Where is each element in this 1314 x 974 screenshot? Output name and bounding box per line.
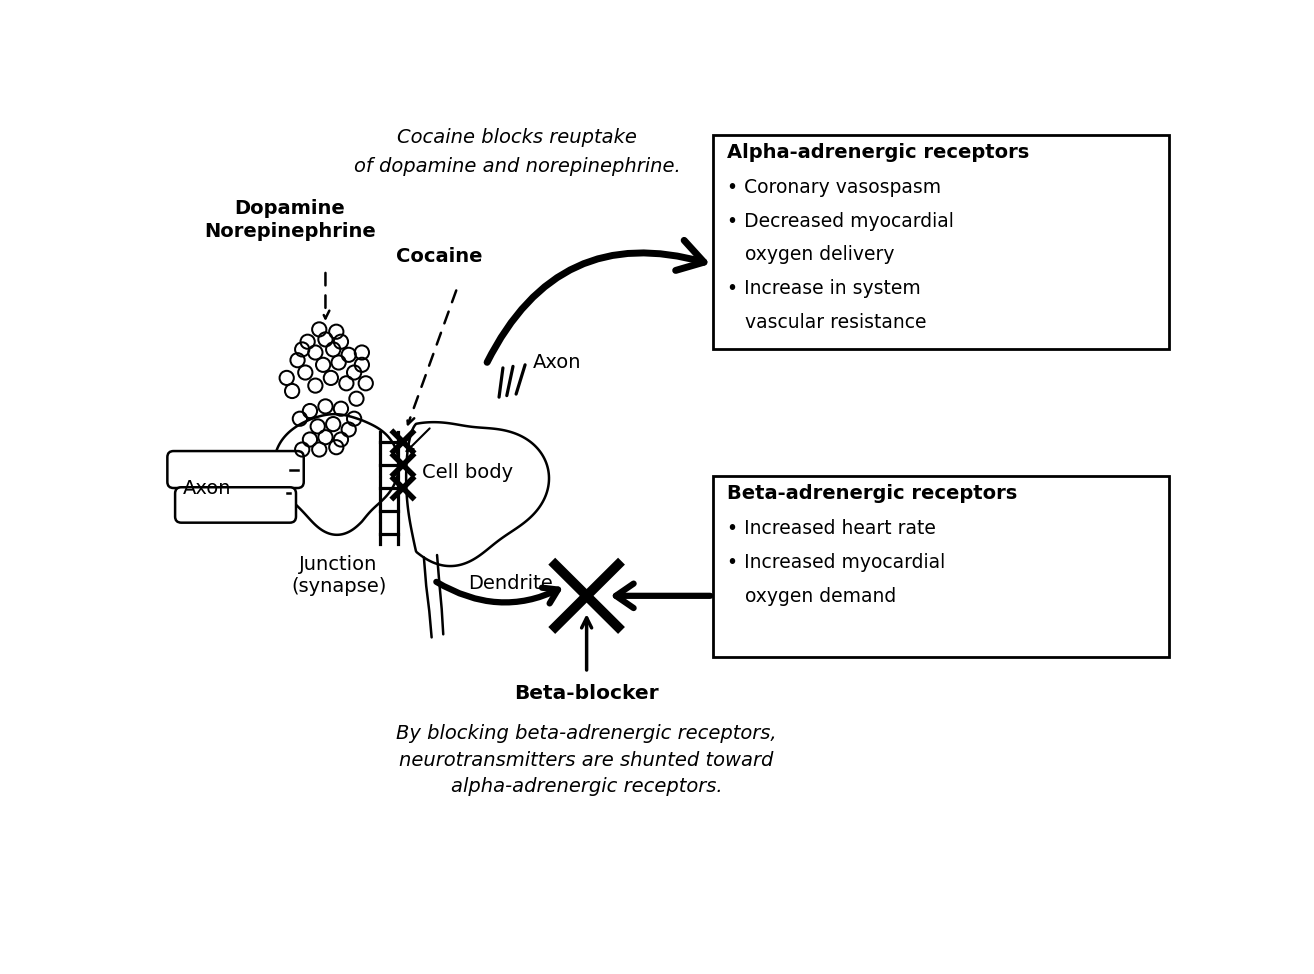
Text: Cocaine: Cocaine: [396, 247, 482, 266]
Text: oxygen delivery: oxygen delivery: [727, 245, 895, 265]
Text: • Coronary vasospasm: • Coronary vasospasm: [727, 177, 941, 197]
Text: By blocking beta-adrenergic receptors,
neurotransmitters are shunted toward
alph: By blocking beta-adrenergic receptors, n…: [397, 725, 777, 797]
Polygon shape: [275, 414, 398, 535]
Text: oxygen demand: oxygen demand: [727, 586, 896, 606]
Text: of dopamine and norepinephrine.: of dopamine and norepinephrine.: [353, 157, 681, 176]
Text: • Increased myocardial: • Increased myocardial: [727, 552, 945, 572]
Text: Cell body: Cell body: [423, 463, 514, 482]
FancyArrowPatch shape: [436, 581, 558, 604]
Text: Axon: Axon: [183, 478, 231, 498]
Text: • Decreased myocardial: • Decreased myocardial: [727, 211, 954, 231]
Text: Junction
(synapse): Junction (synapse): [290, 555, 386, 596]
FancyArrowPatch shape: [616, 583, 710, 608]
Text: Cocaine blocks reuptake: Cocaine blocks reuptake: [397, 128, 637, 147]
Text: • Increased heart rate: • Increased heart rate: [727, 519, 936, 538]
Text: Alpha-adrenergic receptors: Alpha-adrenergic receptors: [727, 143, 1029, 162]
FancyBboxPatch shape: [714, 135, 1168, 350]
FancyBboxPatch shape: [175, 487, 296, 523]
FancyArrowPatch shape: [487, 241, 704, 362]
FancyBboxPatch shape: [714, 476, 1168, 657]
Text: Axon: Axon: [532, 353, 581, 372]
Text: vascular resistance: vascular resistance: [727, 314, 926, 332]
Text: • Increase in system: • Increase in system: [727, 280, 921, 298]
Text: Dendrite: Dendrite: [468, 574, 553, 593]
Text: Beta-adrenergic receptors: Beta-adrenergic receptors: [727, 484, 1017, 504]
FancyBboxPatch shape: [167, 451, 304, 488]
Text: Dopamine
Norepinephrine: Dopamine Norepinephrine: [204, 199, 376, 241]
Text: Beta-blocker: Beta-blocker: [514, 684, 658, 702]
Polygon shape: [406, 422, 549, 566]
